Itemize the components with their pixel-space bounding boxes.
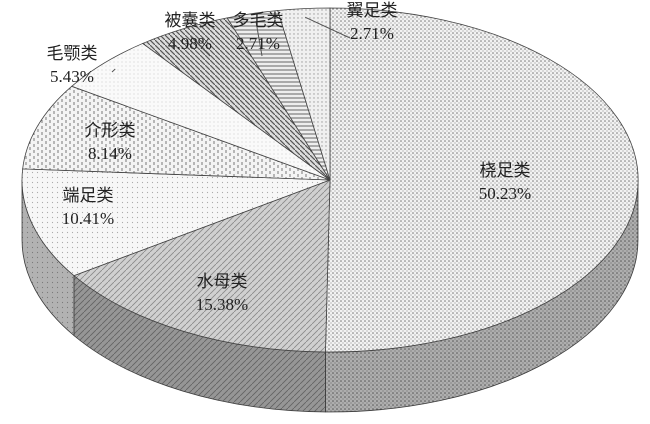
leader-line (304, 16, 351, 39)
value-label: 8.14% (88, 144, 132, 163)
leader-line (190, 36, 211, 57)
leader-line (111, 68, 116, 73)
category-label: 桡足类 (480, 161, 531, 180)
category-label: 毛颚类 (47, 44, 98, 63)
pie-side-shade (22, 180, 74, 336)
category-label: 端足类 (63, 186, 114, 205)
value-label: 5.43% (50, 67, 94, 86)
category-label: 翼足类 (347, 1, 398, 20)
category-label: 多毛类 (233, 11, 284, 30)
value-label: 10.41% (62, 209, 114, 228)
category-label: 被囊类 (165, 11, 216, 30)
value-label: 4.98% (168, 34, 212, 53)
pie-slice (21, 168, 331, 277)
category-label: 水母类 (197, 272, 248, 291)
pie-side-shade (325, 180, 638, 412)
leader-line (255, 21, 263, 57)
category-label: 介形类 (85, 121, 136, 140)
pie-slice (277, 7, 331, 181)
value-label: 50.23% (479, 184, 531, 203)
pie-slice (325, 7, 639, 353)
value-label: 2.71% (350, 24, 394, 43)
pie-slice (22, 85, 331, 181)
pie-side-shade (74, 275, 326, 412)
pie-slice (73, 179, 331, 353)
value-label: 15.38% (196, 295, 248, 314)
value-label: 2.71% (236, 34, 280, 53)
